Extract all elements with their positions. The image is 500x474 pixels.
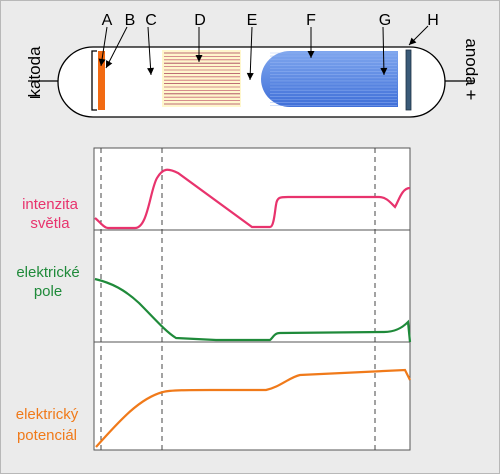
pointer-E [246,26,254,81]
electric-field-curve [94,277,412,343]
cathode-label: katoda [25,46,44,98]
pointer-H [408,25,429,46]
electric-field-label-line1: elektrické [16,264,79,281]
minus-sign: – [30,86,40,106]
pointer-B [105,26,128,69]
anode-plate [405,49,412,111]
electric-field-label-line2: pole [34,283,62,300]
electric-potential-label-line2: potenciál [17,427,77,444]
negative-glow-region [162,50,241,107]
electric-potential-curve [95,368,411,448]
plus-sign: + [466,85,477,105]
region-letter-d: D [194,12,206,29]
cathode-bracket [91,50,97,111]
graphs-frame [93,147,411,451]
region-letter-e: E [247,12,258,29]
positive-column-stripes [270,52,397,106]
region-pointers [98,25,429,81]
region-letter-b: B [125,12,136,29]
negative-glow-stripes [164,52,240,105]
light-intensity-label-line1: intenzita [22,196,79,213]
pointer-A [98,26,108,67]
electric-potential-label-line1: elektrický [16,406,79,423]
cathode-plate [98,51,105,110]
pointer-G [380,26,388,76]
region-letter-f: F [306,12,316,29]
anode-label: anoda [462,38,481,86]
region-letter-h: H [427,12,439,29]
region-letter-a: A [102,12,113,29]
pointer-C [147,26,155,76]
light-intensity-curve [94,168,411,230]
region-letter-g: G [379,12,391,29]
light-intensity-label-line2: světla [30,215,70,232]
region-letter-c: C [145,12,157,29]
graphs-panel [93,147,412,451]
pointer-D [195,27,203,62]
pointer-F [307,27,315,58]
